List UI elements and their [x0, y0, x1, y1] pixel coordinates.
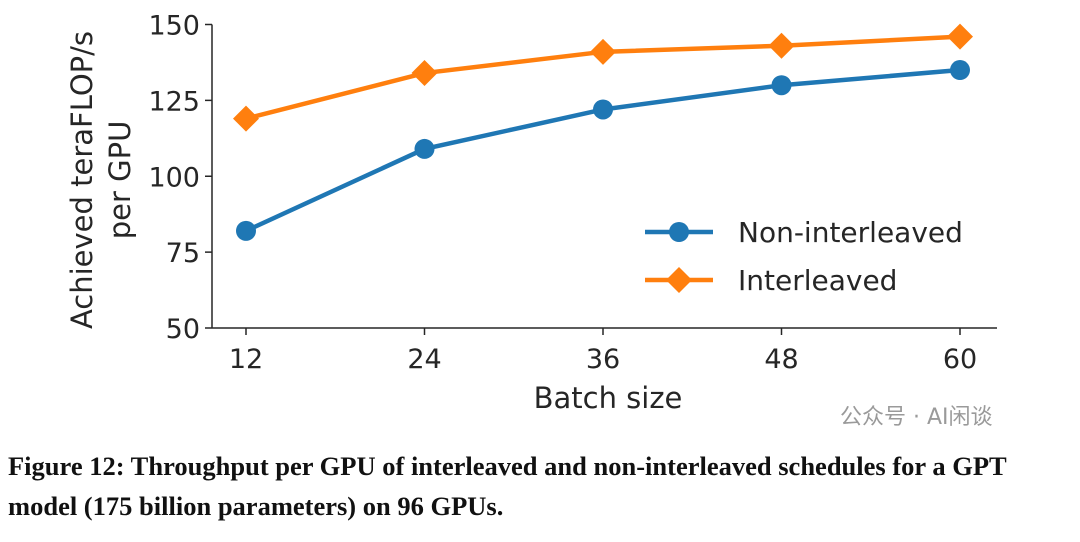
y-axis-label-line1: Achieved teraFLOP/s [65, 31, 99, 329]
y-tick-label: 125 [148, 86, 200, 117]
data-point [414, 138, 435, 159]
y-tick-label: 50 [166, 314, 200, 345]
legend: Non-interleaved Interleaved [645, 216, 963, 297]
data-point [768, 32, 795, 59]
data-point [950, 60, 970, 81]
x-tick-label: 12 [229, 344, 263, 375]
data-point [593, 99, 613, 120]
legend-label: Interleaved [738, 264, 897, 297]
line-chart: 50 75 100 125 150 12 24 36 48 60 Batch size Achie… [65, 11, 997, 415]
data-point [771, 75, 792, 96]
series-non-interleaved [236, 60, 970, 241]
data-point [411, 60, 438, 87]
legend-marker [669, 222, 689, 242]
x-tick-label: 24 [407, 344, 441, 375]
x-axis-label: Batch size [534, 381, 683, 415]
series-interleaved [233, 23, 973, 132]
x-tick-label: 48 [764, 344, 798, 375]
data-point [947, 23, 973, 50]
y-axis-label-line2: per GPU [103, 121, 137, 240]
watermark: 公众号 · AI闲谈 [840, 405, 993, 430]
data-point [590, 38, 616, 65]
data-point [236, 220, 256, 241]
legend-label: Non-interleaved [738, 216, 963, 249]
legend-marker [666, 267, 692, 293]
y-tick-label: 150 [148, 11, 200, 42]
series [233, 23, 973, 241]
y-tick-label: 100 [148, 162, 200, 193]
y-tick-label: 75 [166, 238, 200, 269]
series-line [245, 67, 961, 233]
ticks: 50 75 100 125 150 12 24 36 48 60 [148, 11, 977, 376]
data-point [233, 105, 259, 132]
figure-caption: Figure 12: Throughput per GPU of interle… [8, 451, 1007, 521]
x-tick-label: 60 [943, 344, 977, 375]
x-tick-label: 36 [586, 344, 620, 375]
